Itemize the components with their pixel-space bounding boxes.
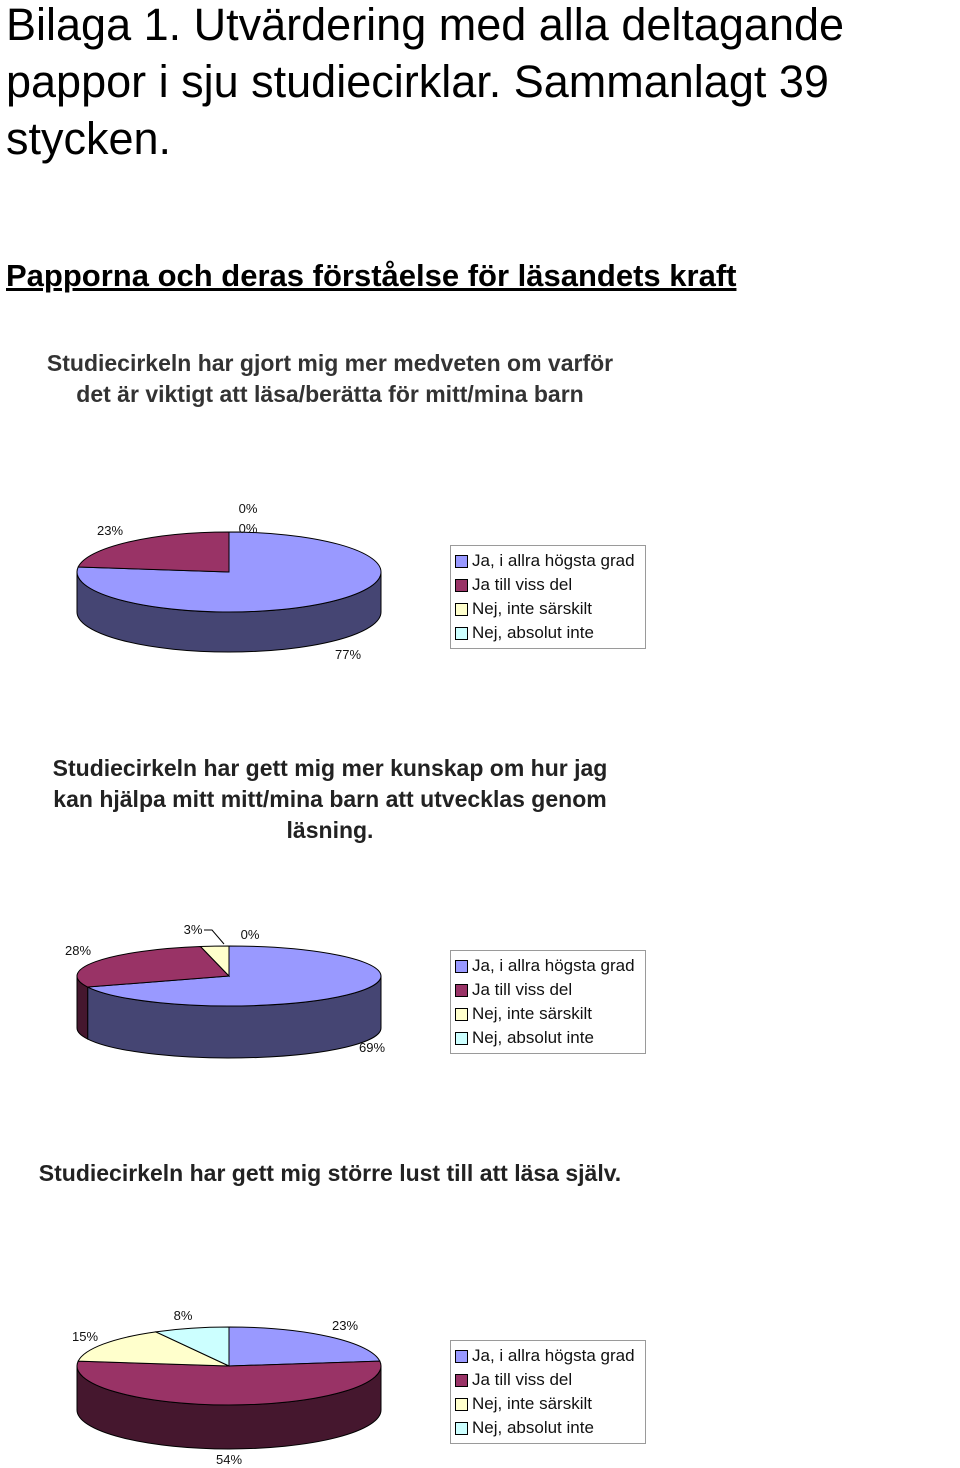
data-label: 77% [335,647,361,662]
legend-item: Nej, absolut inte [455,1026,645,1050]
legend-item: Nej, inte särskilt [455,1392,645,1416]
chart-1-title: Studiecirkeln har gjort mig mer medveten… [46,350,614,407]
legend-item: Ja, i allra högsta grad [455,954,645,978]
chart-3-title: Studiecirkeln har gett mig större lust t… [38,1160,622,1186]
legend-swatch [455,554,468,568]
legend-label: Nej, absolut inte [472,1028,594,1047]
data-label: 69% [359,1040,385,1055]
legend-label: Ja till viss del [472,980,573,999]
data-label: 3% [184,922,203,937]
chart-3-pie: 23% 54% 15% 8% [72,1308,382,1467]
legend-item: Ja till viss del [455,573,645,597]
legend-swatch [455,1349,468,1363]
legend-item: Nej, inte särskilt [455,1002,645,1026]
legend-item: Nej, inte särskilt [455,597,645,621]
data-label: 23% [97,523,123,538]
legend-swatch [455,959,468,973]
legend-swatch [455,1007,468,1021]
pie-slice [228,1326,381,1367]
chart-3-legend: Ja, i allra högsta grad Ja till viss del… [450,1340,646,1444]
legend-swatch [455,1031,468,1045]
legend-item: Ja, i allra högsta grad [455,1344,645,1368]
legend-swatch [455,983,468,997]
data-label: 0% [241,927,260,942]
document-title: Bilaga 1. Utvärdering med alla deltagand… [6,0,845,164]
data-label: 23% [332,1318,358,1333]
chart-2-pie: 69% 28% 3% 0% [65,922,385,1059]
legend-swatch [455,602,468,616]
pie-slice [85,945,382,1007]
data-label: 0% [239,501,258,516]
legend-label: Ja till viss del [472,1370,573,1389]
data-label: 15% [72,1329,98,1344]
section-heading: Papporna och deras förståelse för läsand… [6,258,737,293]
legend-item: Ja till viss del [455,1368,645,1392]
pie-slice [76,946,231,988]
legend-label: Ja, i allra högsta grad [472,1346,635,1365]
legend-item: Nej, absolut inte [455,1416,645,1440]
legend-swatch [455,1421,468,1435]
legend-label: Nej, inte särskilt [472,599,592,618]
pie-slice [76,1360,382,1406]
legend-item: Nej, absolut inte [455,621,645,645]
chart-2-legend: Ja, i allra högsta grad Ja till viss del… [450,950,646,1054]
data-label: 28% [65,943,91,958]
legend-label: Ja, i allra högsta grad [472,551,635,570]
legend-label: Ja till viss del [472,575,573,594]
legend-item: Ja, i allra högsta grad [455,549,645,573]
pie-slice [199,945,230,978]
legend-item: Ja till viss del [455,978,645,1002]
pie-slice [76,531,382,613]
pie-slice [77,1331,230,1367]
pie-slice [77,531,230,573]
data-label: 0% [239,521,258,536]
legend-label: Nej, inte särskilt [472,1394,592,1413]
data-label: 54% [216,1452,242,1467]
legend-label: Ja, i allra högsta grad [472,956,635,975]
legend-label: Nej, absolut inte [472,623,594,642]
legend-swatch [455,1373,468,1387]
pie-slice [154,1326,230,1367]
chart-1-legend: Ja, i allra högsta grad Ja till viss del… [450,545,646,649]
data-label: 8% [174,1308,193,1323]
chart-2-title: Studiecirkeln har gett mig mer kunskap o… [52,755,608,843]
legend-label: Nej, absolut inte [472,1418,594,1437]
legend-swatch [455,578,468,592]
chart-1-pie: 77% 23% 0% 0% [76,501,382,662]
legend-label: Nej, inte särskilt [472,1004,592,1023]
leader-line [204,929,225,945]
legend-swatch [455,1397,468,1411]
legend-swatch [455,626,468,640]
